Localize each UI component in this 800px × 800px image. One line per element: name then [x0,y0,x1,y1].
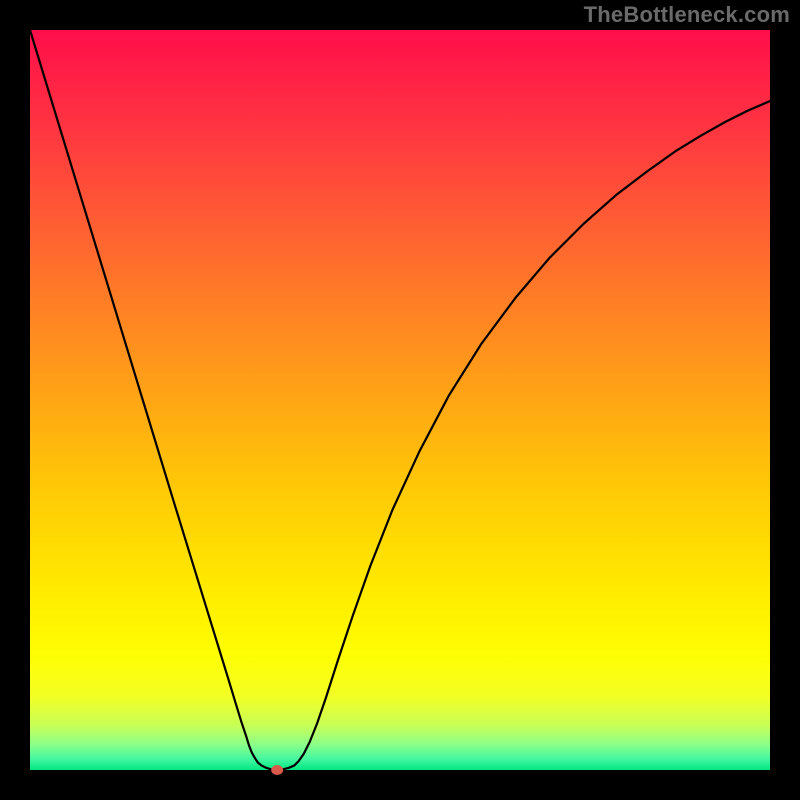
bottleneck-chart [0,0,800,800]
minimum-marker [271,765,283,775]
plot-background [30,30,770,770]
chart-stage: TheBottleneck.com [0,0,800,800]
